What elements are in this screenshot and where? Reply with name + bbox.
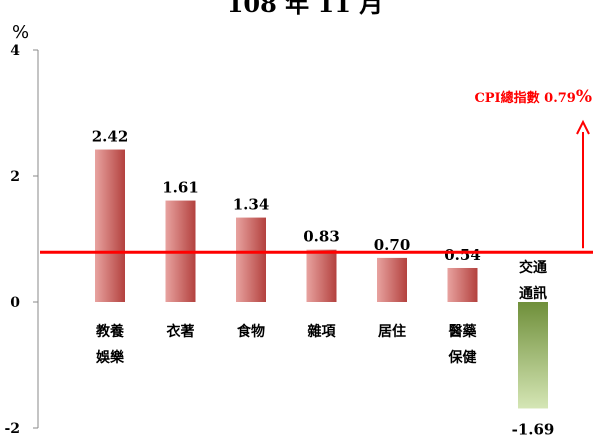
category-label: 衣著 — [167, 323, 195, 340]
data-label: 0.83 — [303, 228, 340, 246]
bar — [306, 249, 337, 302]
category-label: 居住 — [378, 323, 406, 340]
y-tick-label: 0 — [10, 295, 20, 311]
category-label: 雜項 — [308, 323, 337, 340]
y-tick-label: -2 — [4, 421, 20, 437]
cpi-label-text: CPI總指數 0.79 — [474, 90, 575, 106]
y-axis-unit: % — [12, 22, 29, 43]
data-label: 1.34 — [233, 196, 270, 214]
y-tick-label: 4 — [10, 43, 20, 59]
data-label: -1.69 — [512, 420, 555, 438]
data-label: 2.42 — [92, 128, 129, 146]
category-label: 通訊 — [519, 285, 547, 302]
category-label: 食物 — [237, 323, 265, 340]
cpi-label-percent: % — [576, 87, 592, 107]
category-label: 醫藥 — [449, 323, 478, 340]
data-label: 0.70 — [374, 236, 411, 254]
bar — [95, 149, 125, 302]
bar — [518, 302, 548, 409]
y-tick-label: 2 — [10, 169, 20, 185]
bar — [447, 267, 478, 302]
bar — [377, 257, 407, 302]
category-label: 交通 — [519, 259, 547, 276]
category-label: 娛樂 — [95, 349, 125, 366]
bar — [236, 217, 266, 302]
category-label: 保健 — [448, 349, 477, 366]
data-label: 0.54 — [444, 246, 481, 264]
category-label: 教養 — [96, 323, 124, 340]
cpi-reference-label: CPI總指數 0.79% — [474, 87, 592, 107]
cpi-arrow-head — [576, 119, 590, 135]
chart-title: 108 年 11 月 — [227, 0, 384, 18]
data-label: 1.61 — [162, 179, 199, 197]
